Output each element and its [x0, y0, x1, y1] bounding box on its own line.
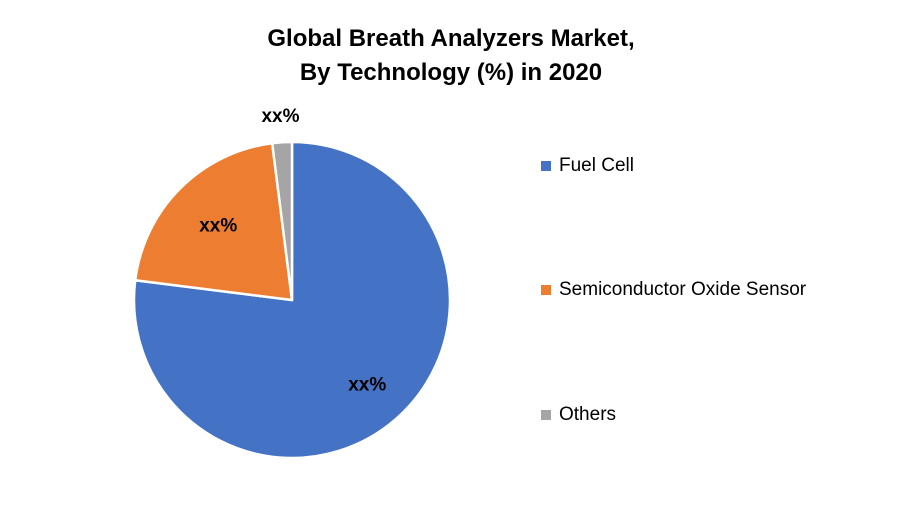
pie-slice-semiconductor-oxide-sensor [133, 141, 294, 302]
legend-swatch-fuel-cell [541, 161, 551, 171]
legend-item-others: Others [541, 404, 616, 426]
legend-swatch-others [541, 410, 551, 420]
chart-title-line-1: Global Breath Analyzers Market, [267, 25, 635, 52]
data-label-semiconductor-oxide-sensor: xx% [199, 215, 237, 236]
legend-swatch-semiconductor-oxide-sensor [541, 285, 551, 295]
pie-slice-fuel-cell [132, 140, 452, 460]
legend-item-semiconductor-oxide-sensor: Semiconductor Oxide Sensor [541, 279, 806, 301]
legend-item-fuel-cell: Fuel Cell [541, 155, 634, 177]
data-label-others: xx% [261, 106, 299, 127]
legend-label-others: Others [559, 404, 617, 425]
pie-slice-others [270, 140, 294, 302]
chart-title-line-2: By Technology (%) in 2020 [299, 59, 603, 86]
data-label-fuel-cell: xx% [348, 374, 386, 395]
legend-label-semiconductor-oxide-sensor: Semiconductor Oxide Sensor [559, 279, 807, 300]
legend-label-fuel-cell: Fuel Cell [559, 155, 634, 176]
chart-title: Global Breath Analyzers Market, By Techn… [0, 22, 902, 90]
